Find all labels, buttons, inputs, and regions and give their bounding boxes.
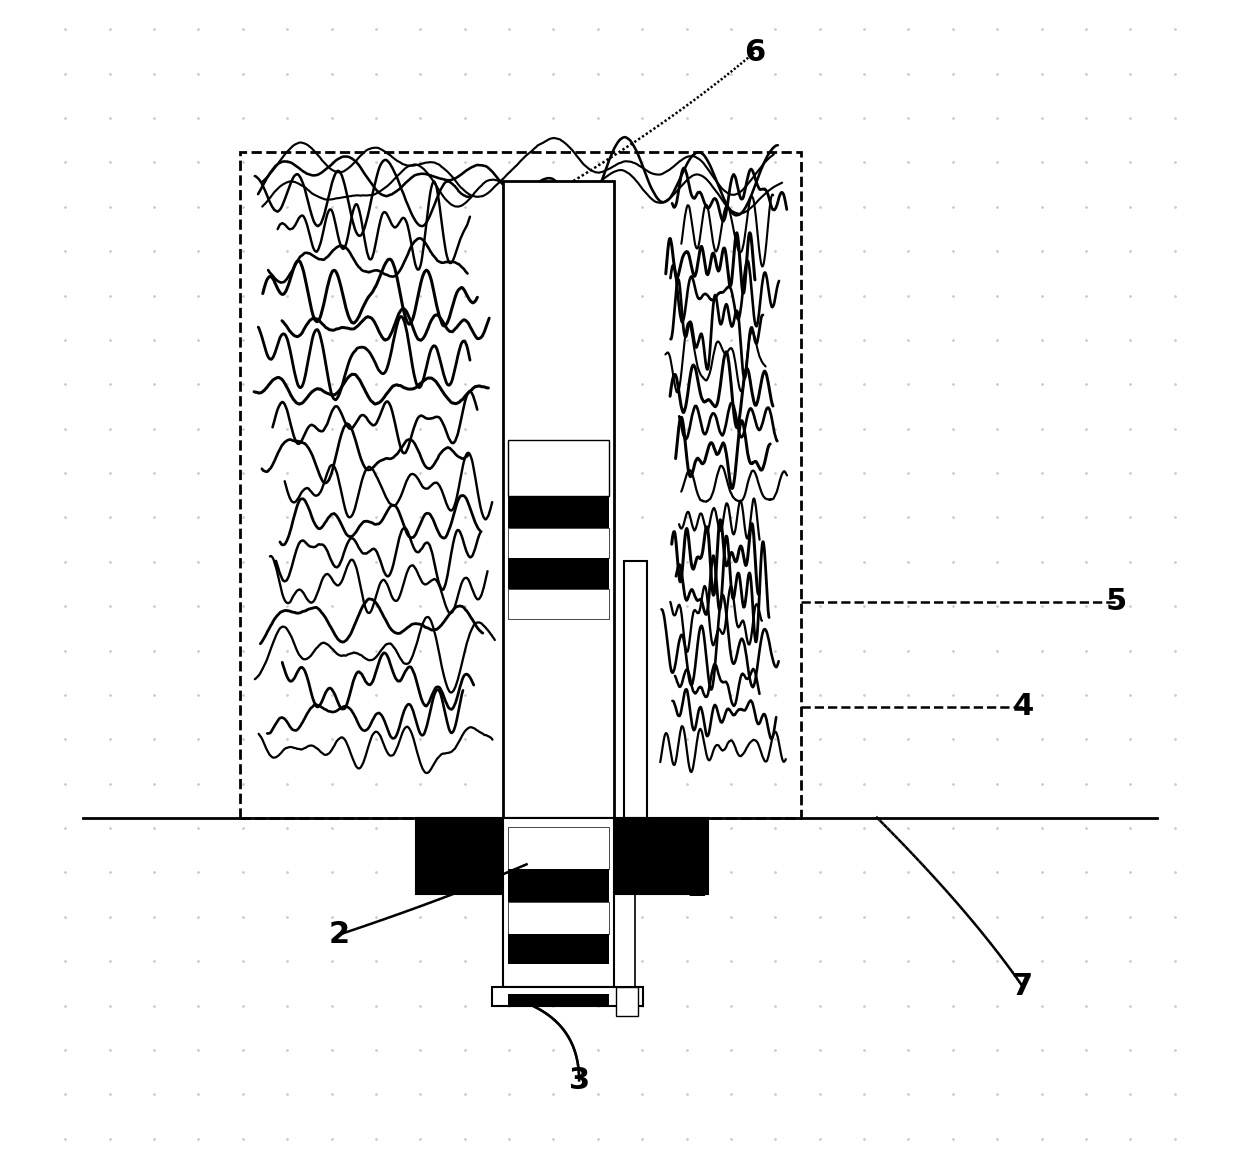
Bar	[508, 589, 610, 619]
Bar	[508, 440, 610, 496]
Bar	[508, 496, 610, 528]
Bar	[503, 181, 614, 818]
Bar	[508, 827, 610, 869]
Text: 4: 4	[1012, 693, 1034, 721]
Bar	[616, 987, 637, 1016]
Bar	[241, 152, 801, 818]
Bar	[508, 528, 610, 558]
Text: 1: 1	[686, 874, 707, 902]
Text: 3: 3	[569, 1066, 590, 1094]
Bar	[415, 818, 708, 894]
Text: 2: 2	[329, 920, 350, 948]
Bar	[624, 561, 647, 818]
Text: 7: 7	[1012, 973, 1033, 1001]
Text: 6: 6	[744, 39, 765, 67]
Bar	[508, 994, 610, 1006]
Bar	[491, 987, 644, 1006]
Bar	[508, 558, 610, 589]
Bar	[508, 934, 610, 964]
Bar	[508, 869, 610, 902]
Bar	[508, 902, 610, 934]
Text: 5: 5	[1106, 588, 1127, 616]
Bar	[503, 818, 614, 987]
